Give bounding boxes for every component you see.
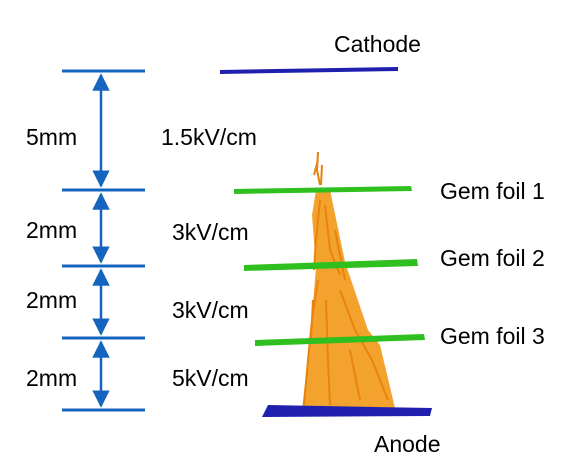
gem-foil-1 bbox=[234, 186, 412, 194]
cathode-label: Cathode bbox=[334, 31, 421, 57]
gem-foil-2 bbox=[244, 259, 418, 271]
gap-4-field: 5kV/cm bbox=[172, 365, 249, 391]
anode-plate bbox=[262, 405, 432, 417]
gap-2-distance: 2mm bbox=[26, 217, 78, 243]
gem-foil-1-label: Gem foil 1 bbox=[440, 178, 545, 204]
gap-3-field: 3kV/cm bbox=[172, 297, 249, 323]
gap-4-distance: 2mm bbox=[26, 365, 78, 391]
cathode-plate bbox=[220, 67, 398, 74]
dimension-ticks bbox=[62, 69, 145, 412]
gem-foil-3 bbox=[255, 334, 425, 346]
anode-label: Anode bbox=[374, 431, 441, 457]
avalanche-body bbox=[302, 190, 395, 410]
gem-foil-3-label: Gem foil 3 bbox=[440, 323, 545, 349]
avalanche-streaks bbox=[303, 151, 389, 406]
gap-2-field: 3kV/cm bbox=[172, 219, 249, 245]
electron-avalanche bbox=[302, 151, 395, 410]
gap-1-field: 1.5kV/cm bbox=[161, 124, 257, 150]
gap-1-distance: 5mm bbox=[26, 124, 78, 150]
gap-3-distance: 2mm bbox=[26, 287, 78, 313]
gem-foil-2-label: Gem foil 2 bbox=[440, 245, 545, 271]
